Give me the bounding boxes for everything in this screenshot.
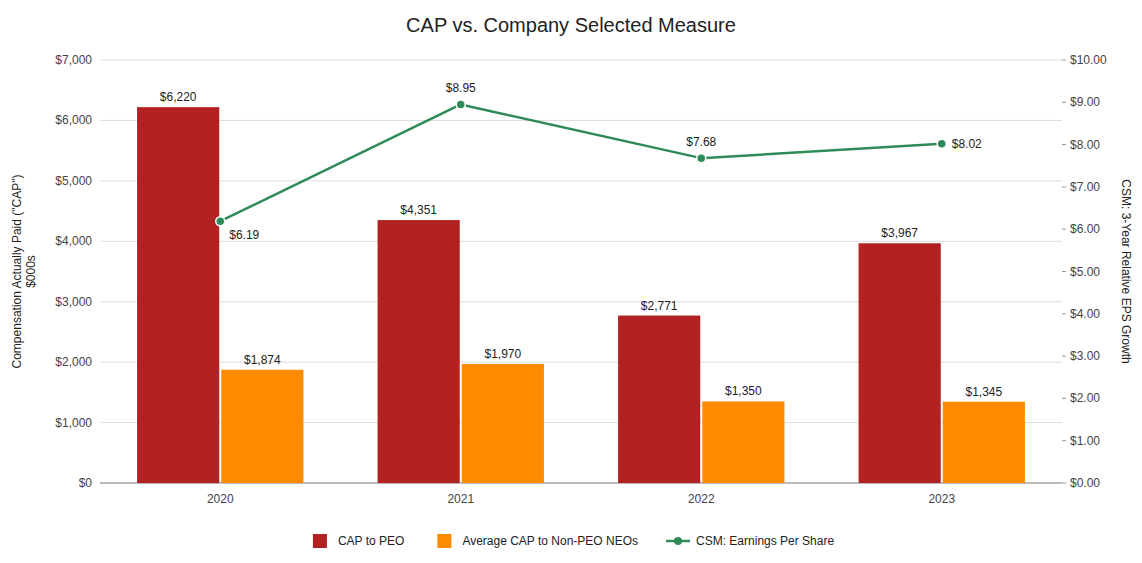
y2-tick	[1062, 483, 1066, 484]
legend-swatch-marker	[674, 537, 682, 545]
bar-label: $6,220	[160, 90, 197, 104]
line-label: $6.19	[229, 228, 259, 242]
bar	[221, 370, 303, 483]
y2-tick-label: $1.00	[1070, 434, 1100, 448]
y2-tick	[1062, 60, 1066, 61]
y2-tick-label: $10.00	[1070, 53, 1107, 67]
y-axis-label-line: Compensation Actually Paid ("CAP")	[10, 175, 24, 369]
grid-line	[100, 60, 1062, 61]
y-axis-label: Compensation Actually Paid ("CAP")$000s	[10, 175, 38, 369]
legend-item: Average CAP to Non-PEO NEOs	[437, 534, 638, 548]
y2-tick	[1062, 440, 1066, 441]
y2-tick	[1062, 229, 1066, 230]
x-tick-label: 2020	[207, 492, 234, 506]
y2-tick-label: $6.00	[1070, 222, 1100, 236]
line-marker	[937, 139, 946, 148]
legend-item: CSM: Earnings Per Share	[666, 534, 834, 548]
y2-tick	[1062, 102, 1066, 103]
line-marker	[697, 154, 706, 163]
grid-line	[100, 120, 1062, 121]
bar-label: $1,345	[965, 385, 1002, 399]
bar	[378, 220, 460, 483]
y2-tick-label: $8.00	[1070, 138, 1100, 152]
y-tick-label: $7,000	[55, 53, 92, 67]
y2-tick	[1062, 186, 1066, 187]
legend-item: CAP to PEO	[313, 534, 404, 548]
y2-tick-label: $9.00	[1070, 95, 1100, 109]
y2-tick-label: $7.00	[1070, 180, 1100, 194]
x-tick-label: 2021	[447, 492, 474, 506]
bar-label: $1,350	[725, 384, 762, 398]
y2-tick	[1062, 271, 1066, 272]
y2-tick-label: $0.00	[1070, 476, 1100, 490]
bar	[137, 107, 219, 483]
y2-tick-label: $2.00	[1070, 391, 1100, 405]
line	[220, 104, 942, 221]
x-tick-label: 2023	[928, 492, 955, 506]
y2-tick	[1062, 144, 1066, 145]
bar-label: $1,874	[244, 353, 281, 367]
y2-tick	[1062, 356, 1066, 357]
background	[0, 0, 1142, 563]
y-tick-label: $5,000	[55, 174, 92, 188]
line-label: $8.02	[952, 137, 982, 151]
y-tick-label: $3,000	[55, 295, 92, 309]
bar	[702, 401, 784, 483]
grid	[100, 60, 1062, 483]
y-tick-label: $2,000	[55, 355, 92, 369]
y-tick-label: $0	[79, 476, 93, 490]
legend: CAP to PEO Average CAP to Non-PEO NEOs CSM…	[313, 534, 835, 548]
y2-tick	[1062, 313, 1066, 314]
y2-axis-label: CSM: 3-Year Relative EPS Growth	[1119, 179, 1133, 363]
y-axis-label-line: $000s	[24, 255, 38, 288]
bar	[943, 402, 1025, 483]
bar	[462, 364, 544, 483]
y2-tick-label: $4.00	[1070, 307, 1100, 321]
y-tick-label: $6,000	[55, 113, 92, 127]
line-marker	[216, 217, 225, 226]
grid-line	[100, 180, 1062, 181]
legend-swatch	[313, 534, 327, 548]
chart: CAP vs. Company Selected Measure $0 $1,000…	[0, 0, 1142, 563]
legend-label: CSM: Earnings Per Share	[696, 534, 834, 548]
bar-label: $4,351	[400, 203, 437, 217]
bar-label: $1,970	[484, 347, 521, 361]
line-label: $8.95	[446, 81, 476, 95]
bar-label: $2,771	[641, 299, 678, 313]
line-marker	[456, 100, 465, 109]
marks	[137, 100, 1025, 483]
y-tick-label: $4,000	[55, 234, 92, 248]
legend-label: Average CAP to Non-PEO NEOs	[462, 534, 638, 548]
bar	[618, 316, 700, 483]
bar	[859, 243, 941, 483]
y2-tick-label: $3.00	[1070, 349, 1100, 363]
legend-swatch	[437, 534, 451, 548]
legend-label: CAP to PEO	[338, 534, 404, 548]
x-tick-label: 2022	[688, 492, 715, 506]
title: CAP vs. Company Selected Measure	[406, 14, 736, 36]
y2-tick-label: $5.00	[1070, 265, 1100, 279]
line-label: $7.68	[686, 135, 716, 149]
data-labels: $6,220 $4,351 $2,771 $3,967 $1,874 $1,970 $1,3…	[160, 81, 1003, 398]
y2-tick	[1062, 398, 1066, 399]
bar-label: $3,967	[881, 226, 918, 240]
y-tick-label: $1,000	[55, 416, 92, 430]
